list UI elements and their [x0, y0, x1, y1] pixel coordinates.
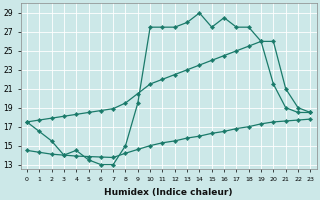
X-axis label: Humidex (Indice chaleur): Humidex (Indice chaleur) — [104, 188, 233, 197]
